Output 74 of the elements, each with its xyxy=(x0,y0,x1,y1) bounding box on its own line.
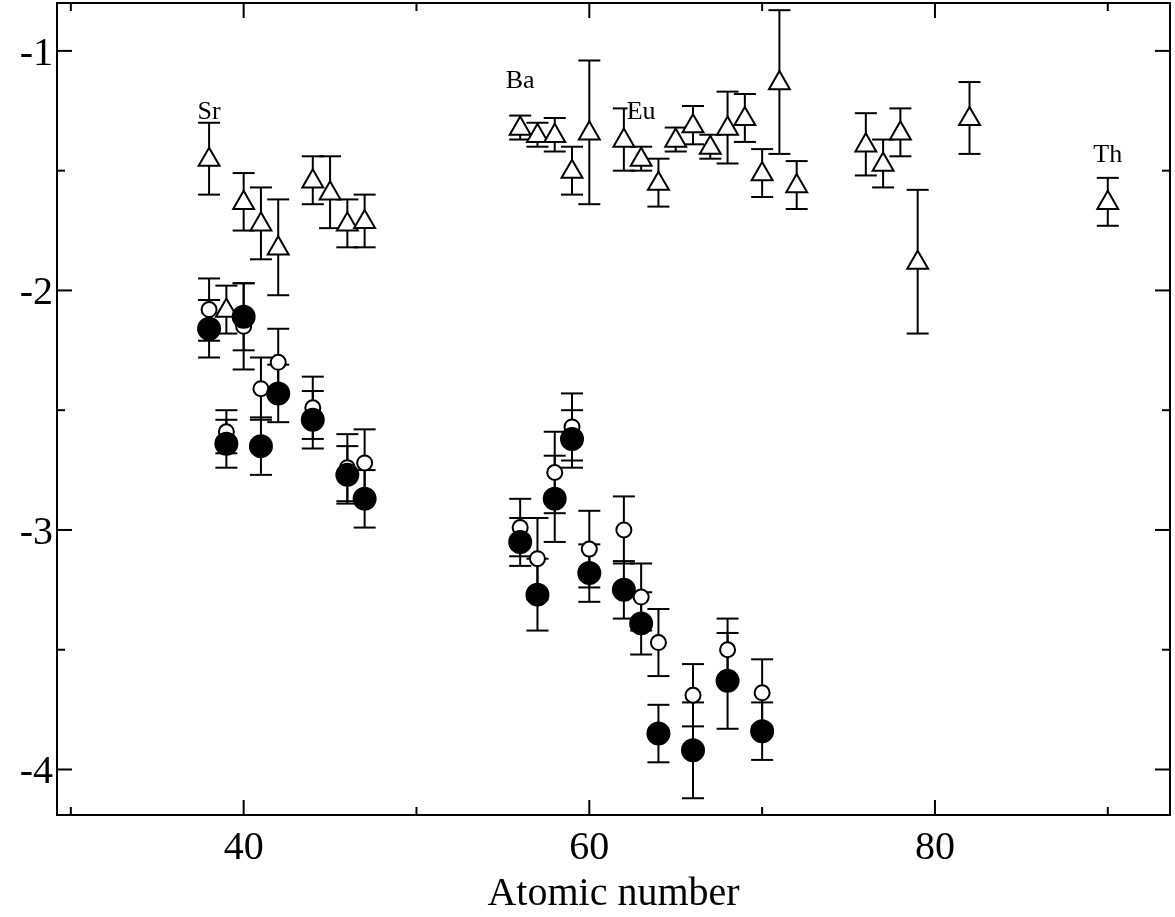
point xyxy=(715,668,740,693)
point xyxy=(906,249,930,270)
annotation: Th xyxy=(1093,138,1123,168)
point xyxy=(646,721,671,746)
point xyxy=(546,463,564,481)
point xyxy=(750,719,775,744)
point xyxy=(526,122,549,143)
point xyxy=(352,486,377,511)
x-tick-label: 80 xyxy=(914,823,955,868)
point xyxy=(612,127,636,148)
point xyxy=(197,316,222,341)
point xyxy=(632,588,650,606)
point xyxy=(560,426,585,451)
point xyxy=(335,462,360,487)
point xyxy=(684,686,702,704)
point xyxy=(560,158,584,179)
point xyxy=(649,634,667,652)
point xyxy=(958,105,981,127)
point xyxy=(681,738,705,763)
point xyxy=(300,407,325,432)
point xyxy=(1096,189,1120,210)
point xyxy=(871,151,895,172)
point xyxy=(197,146,221,167)
point xyxy=(719,641,737,659)
annotation: Eu xyxy=(626,95,656,125)
point xyxy=(543,122,567,143)
point xyxy=(200,301,218,319)
point xyxy=(252,380,270,398)
point xyxy=(716,115,740,136)
point xyxy=(266,235,290,256)
point xyxy=(629,611,654,636)
y-tick-label: -4 xyxy=(19,747,53,793)
point xyxy=(248,434,273,459)
annotation: Ba xyxy=(505,64,536,94)
point xyxy=(335,211,359,232)
point xyxy=(508,529,533,554)
point xyxy=(577,561,602,586)
x-tick-label: 40 xyxy=(223,823,264,868)
point xyxy=(733,105,757,127)
point xyxy=(681,113,705,134)
point xyxy=(580,540,598,558)
y-tick-label: -3 xyxy=(19,507,53,553)
point xyxy=(888,120,912,141)
point xyxy=(214,431,239,456)
point xyxy=(767,70,791,91)
point xyxy=(664,127,688,148)
point xyxy=(854,132,878,153)
point xyxy=(249,211,273,232)
x-axis-title: Atomic number xyxy=(487,869,740,914)
point xyxy=(508,115,532,136)
y-tick-label: -2 xyxy=(19,268,53,314)
point xyxy=(750,161,774,182)
point xyxy=(753,684,771,702)
point xyxy=(611,577,636,602)
point xyxy=(301,168,325,189)
point xyxy=(785,173,809,194)
point xyxy=(353,208,377,230)
point xyxy=(269,353,287,371)
point xyxy=(542,486,567,511)
point xyxy=(629,146,653,167)
point xyxy=(266,381,291,406)
point xyxy=(356,454,374,472)
point xyxy=(525,582,550,607)
point xyxy=(231,304,256,329)
point xyxy=(698,134,722,155)
y-tick-label: -1 xyxy=(19,28,53,74)
point xyxy=(318,180,342,201)
x-tick-label: 60 xyxy=(569,823,610,868)
point xyxy=(577,120,601,141)
point xyxy=(646,170,670,191)
annotation: Sr xyxy=(197,95,221,125)
point xyxy=(615,521,633,539)
point xyxy=(528,550,546,568)
point xyxy=(232,189,256,210)
